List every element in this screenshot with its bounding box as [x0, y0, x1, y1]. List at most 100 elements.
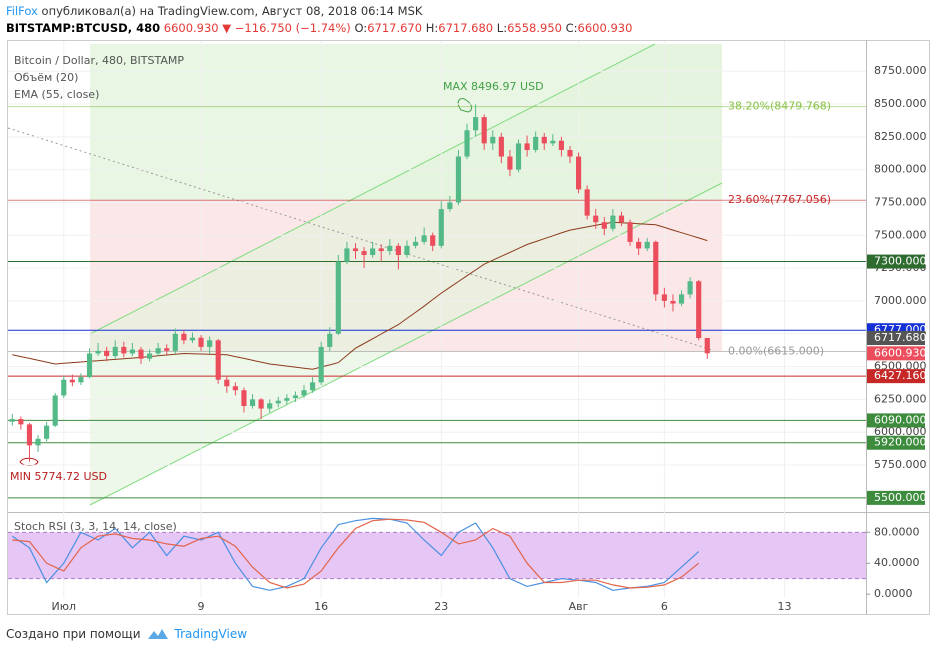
- candle-body: [301, 390, 307, 396]
- ohlc-value: 6600.930: [577, 21, 633, 35]
- ohlc-value: 6717.670: [367, 21, 423, 35]
- ohlc-value: 6558.950: [507, 21, 562, 35]
- candle-body: [181, 333, 187, 341]
- candle-body: [670, 300, 676, 304]
- chart: 5750.0006000.0006250.0006500.0006750.000…: [7, 40, 930, 615]
- level-box: [867, 413, 925, 428]
- candle-body: [18, 419, 24, 425]
- candle-body: [189, 337, 196, 341]
- candle-body: [35, 438, 41, 446]
- candle-body: [533, 136, 539, 150]
- y-tick-label: 5750.000: [874, 458, 927, 471]
- candle-body: [292, 395, 299, 399]
- level-label: 6090.000: [874, 413, 927, 426]
- candle-body: [378, 248, 384, 252]
- candle-body: [636, 241, 642, 249]
- candle-body: [155, 348, 161, 354]
- candle-body: [473, 117, 479, 131]
- candle-body: [507, 156, 513, 170]
- candle-body: [438, 209, 444, 246]
- x-tick-label: 9: [198, 600, 205, 613]
- y-tick-label: 6000.000: [874, 425, 927, 438]
- x-tick-label: 13: [777, 600, 791, 613]
- footer-text: Создано при помощи: [6, 627, 141, 641]
- candle-body: [567, 149, 573, 157]
- candle-body: [284, 398, 290, 401]
- candle-body: [146, 353, 153, 359]
- price-label: 6717.680: [874, 331, 927, 344]
- channel-fill: [90, 44, 722, 505]
- header: FilFox опубликовал(а) на TradingView.com…: [6, 3, 632, 37]
- candle-body: [653, 241, 659, 295]
- y-tick-label: 7500.000: [874, 228, 927, 241]
- legend-entry: EMA (55, close): [14, 88, 99, 101]
- candle-body: [249, 399, 256, 406]
- level-box: [867, 369, 925, 384]
- annotation: MIN 5774.72 USD: [10, 470, 107, 483]
- footer-brand[interactable]: TradingView: [174, 627, 248, 641]
- fib-label: 38.20%(8479.768): [728, 100, 831, 113]
- candle-body: [430, 235, 436, 246]
- candle-body: [370, 248, 376, 255]
- ohlc-label: L:: [496, 21, 508, 35]
- ohlc: O:6717.670 H:6717.680 L:6558.950 C:6600.…: [354, 21, 632, 35]
- x-tick-label: 16: [314, 600, 328, 613]
- candle-body: [498, 136, 504, 157]
- candle-body: [627, 222, 633, 242]
- candle-body: [490, 136, 496, 144]
- candle-body: [112, 346, 118, 357]
- candle-body: [404, 245, 410, 255]
- y-tick-label: 7000.000: [874, 294, 927, 307]
- candle-body: [601, 222, 607, 229]
- candle-body: [52, 395, 58, 426]
- candle-body: [258, 399, 264, 409]
- y-tick-label: 6250.000: [874, 392, 927, 405]
- candle-body: [421, 235, 427, 242]
- candle-body: [198, 337, 204, 347]
- y-tick-label: 0.0000: [874, 587, 913, 600]
- candle-body: [678, 294, 685, 304]
- level-label: 7300.000: [874, 255, 927, 268]
- level-label: 5500.000: [874, 491, 927, 504]
- legend-entry: Bitcoin / Dollar, 480, BITSTAMP: [14, 54, 184, 67]
- candle-body: [644, 241, 650, 249]
- x-tick-label: Авг: [569, 600, 589, 613]
- y-tick-label: 8250.000: [874, 130, 927, 143]
- trend-line: [7, 127, 713, 351]
- ohlc-label: H:: [425, 21, 439, 35]
- candle-body: [550, 140, 556, 144]
- level-label: 6427.160: [874, 369, 927, 382]
- y-tick-label: 8000.000: [874, 163, 927, 176]
- candle-body: [215, 340, 221, 380]
- candle-body: [352, 248, 359, 252]
- candle-body: [661, 294, 667, 301]
- candle-body: [232, 386, 238, 391]
- author[interactable]: FilFox: [6, 4, 38, 18]
- candle-body: [241, 390, 247, 406]
- candle-body: [344, 248, 350, 262]
- candle-body: [318, 346, 324, 383]
- fib-label: 23.60%(7767.056): [728, 193, 831, 206]
- level-label: 5920.000: [874, 436, 927, 449]
- candle-body: [515, 143, 522, 170]
- candle-body: [335, 261, 341, 334]
- header-line: BITSTAMP:BTCUSD, 480 6600.930 ▼ −116.750…: [6, 20, 632, 37]
- candle-body: [687, 281, 693, 295]
- candle-body: [275, 400, 281, 404]
- candle-body: [610, 215, 616, 229]
- published: опубликовал(а) на TradingView.com, Авгус…: [41, 4, 423, 18]
- y-tick-label: 8750.000: [874, 64, 927, 77]
- x-tick-label: 23: [434, 600, 448, 613]
- arrow: ▼: [222, 21, 232, 35]
- candle-body: [138, 349, 144, 359]
- stoch-line: [11, 517, 700, 591]
- candle-body: [584, 189, 590, 216]
- channel-line: [89, 182, 723, 506]
- candle-body: [481, 117, 487, 144]
- ema-line: [12, 221, 708, 370]
- candle-body: [164, 348, 170, 351]
- candle-body: [267, 403, 273, 409]
- candle-body: [447, 202, 453, 210]
- candle-body: [704, 338, 710, 354]
- header-line: FilFox опубликовал(а) на TradingView.com…: [6, 3, 632, 20]
